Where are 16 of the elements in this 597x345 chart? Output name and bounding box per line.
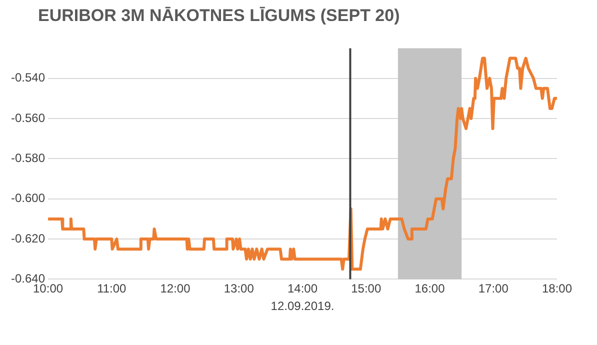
x-axis-title: 12.09.2019. bbox=[270, 299, 334, 314]
y-tick-label: -0.620 bbox=[10, 231, 46, 246]
x-tick-label: 15:00 bbox=[351, 282, 382, 296]
x-tick-label: 14:00 bbox=[287, 282, 318, 296]
x-tick-label: 16:00 bbox=[414, 282, 446, 296]
x-tick-label: 12:00 bbox=[160, 282, 191, 296]
x-tick-label: 18:00 bbox=[542, 282, 572, 296]
y-tick-label: -0.600 bbox=[10, 191, 46, 206]
x-tick-label: 17:00 bbox=[478, 282, 509, 296]
y-tick-label: -0.540 bbox=[10, 70, 46, 85]
x-tick-label: 13:00 bbox=[224, 282, 254, 296]
y-tick-label: -0.580 bbox=[10, 150, 46, 165]
x-tick-label: 11:00 bbox=[97, 282, 127, 296]
y-tick-label: -0.560 bbox=[10, 110, 46, 125]
x-tick-label: 10:00 bbox=[33, 282, 64, 296]
chart-title: EURIBOR 3M NĀKOTNES LĪGUMS (SEPT 20) bbox=[38, 6, 400, 26]
